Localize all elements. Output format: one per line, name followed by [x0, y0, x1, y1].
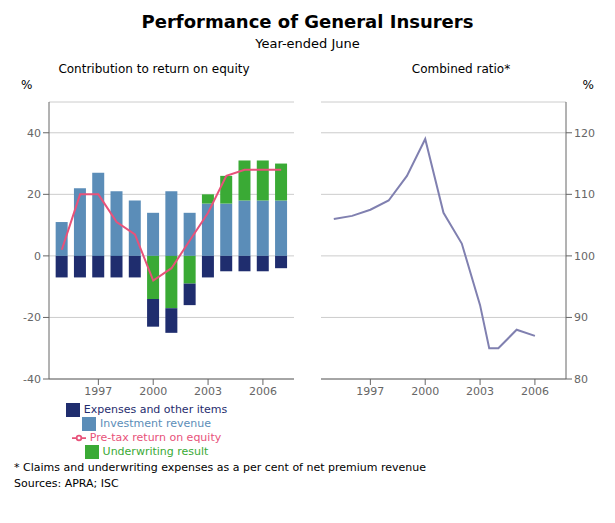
- svg-text:100: 100: [574, 250, 595, 263]
- svg-text:90: 90: [574, 311, 588, 324]
- html-text:Expenses and other items: Expenses and other items: [83, 403, 228, 416]
- svg-text:2003: 2003: [466, 385, 494, 398]
- svg-text:2006: 2006: [249, 385, 277, 398]
- html-text:Year-ended June: Year-ended June: [255, 36, 360, 51]
- html-text:Pre-tax return on equity: Pre-tax return on equity: [89, 431, 222, 444]
- svg-text:-20: -20: [23, 311, 41, 324]
- svg-text:80: 80: [574, 373, 588, 386]
- svg-text:-40: -40: [23, 373, 41, 386]
- html-text:* Claims and underwriting expe: * Claims and underwriting expenses as a …: [14, 461, 427, 474]
- html-text:Investment revenue: Investment revenue: [100, 417, 211, 430]
- svg-text:110: 110: [574, 188, 595, 201]
- svg-text:1997: 1997: [356, 385, 384, 398]
- svg-text:2000: 2000: [411, 385, 439, 398]
- svg-text:2003: 2003: [194, 385, 222, 398]
- svg-text:20: 20: [27, 188, 41, 201]
- html-text:Combined ratio*: Combined ratio*: [411, 62, 511, 76]
- svg-text:2006: 2006: [521, 385, 549, 398]
- svg-text:40: 40: [27, 127, 41, 140]
- html-text:Performance of General Insurer: Performance of General Insurers: [141, 11, 474, 32]
- svg-text:0: 0: [34, 250, 41, 263]
- svg-text:120: 120: [574, 127, 595, 140]
- html-text:Underwriting result: Underwriting result: [102, 445, 209, 458]
- svg-text:1997: 1997: [84, 385, 112, 398]
- html-text:Contribution to return on equi: Contribution to return on equity: [58, 62, 250, 76]
- svg-text:2000: 2000: [139, 385, 167, 398]
- html-text:Sources: APRA; ISC: Sources: APRA; ISC: [14, 477, 119, 490]
